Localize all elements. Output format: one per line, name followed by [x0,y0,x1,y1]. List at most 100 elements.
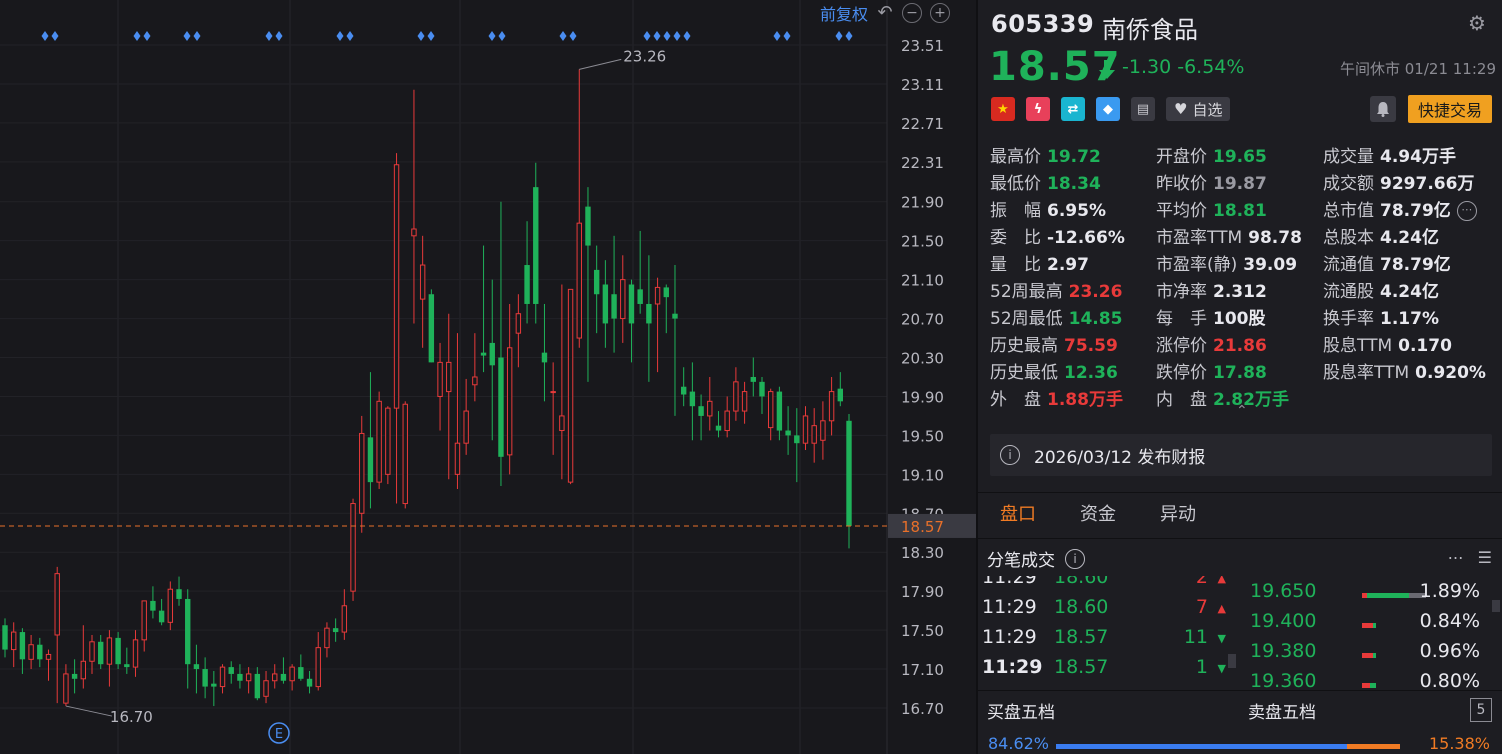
section-divider [978,538,1502,539]
adjust-mode-button[interactable]: 前复权 [820,5,869,24]
stat-label: 历史最低 [990,363,1058,383]
trade-volume: 11 [1183,626,1208,648]
down-triangle-icon: ▼ [1217,662,1226,675]
trade-time: 11:29 [982,576,1037,588]
zoom-out-icon[interactable]: − [902,3,923,23]
lightning-icon[interactable]: ϟ [1026,97,1050,121]
shuffle-icon[interactable]: ⇄ [1061,97,1085,121]
zoom-in-icon[interactable]: + [930,3,951,23]
candle-body [419,264,426,300]
distribution-scrollbar[interactable] [1492,600,1500,612]
candle-body [341,605,348,633]
stat-label: 流通股 [1323,282,1374,302]
candle-body [315,647,321,688]
candle-body [185,598,191,665]
stat-value: 19.87 [1213,174,1267,194]
tab-funds[interactable]: 资金 [1080,504,1116,525]
event-label: E [275,727,283,742]
list-icon[interactable]: ☰ [1477,548,1492,567]
stat-label: 市盈率(静) [1156,255,1238,275]
distribution-price: 19.400 [1250,610,1317,632]
candle-body [411,228,417,237]
event-icon [268,722,290,744]
candle-body [672,313,678,319]
candle-body [124,664,130,668]
candle-body [272,673,278,682]
trades-tools: ⋯ ☰ [1448,548,1492,567]
panel-divider[interactable] [976,0,978,754]
y-tick-label: 20.70 [901,311,944,329]
candle-body [428,294,435,363]
stat-value: 9297.66万 [1380,174,1475,194]
price-change: -1.30 -6.54% [1122,56,1244,78]
y-tick-label: 23.11 [901,76,944,94]
buy-ratio-bar [1056,744,1347,749]
candle-body [663,287,669,298]
collapse-caret-icon[interactable]: ⌃ [1236,403,1248,419]
candle-body [141,600,147,641]
sell-ratio-bar [1347,744,1400,749]
stat-item: 总市值 78.79亿 ⋯ [1323,196,1477,223]
stat-value: 17.88 [1213,363,1267,383]
earnings-notice[interactable]: i 2026/03/12 发布财报 [990,434,1492,476]
stat-value: 4.94万手 [1380,147,1456,167]
stat-item: 股息率TTM 0.920% [1323,358,1486,385]
price-distribution-list[interactable]: 19.650 1.89% 19.400 0.84% 19.380 0.96% 19.360 0… [1240,580,1502,688]
y-tick-label: 21.90 [901,194,944,212]
trades-scrollbar[interactable] [1228,654,1236,668]
down-arrow-icon [1099,60,1115,79]
stat-value: 6.95% [1047,201,1106,221]
quick-trade-button[interactable]: 快捷交易 [1408,95,1492,123]
market-status: 午间休市 01/21 11:29 [1340,60,1496,78]
trades-title: 分笔成交 [987,551,1055,571]
change-percent: -6.54% [1177,56,1245,78]
kline-chart[interactable]: 23.51 23.11 22.71 22.31 21.90 21.50 21.10 20.70… [0,0,976,754]
candle-body [350,503,356,592]
trade-time: 11:29 [982,656,1043,678]
kline-chart-area[interactable]: 23.51 23.11 22.71 22.31 21.90 21.50 21.10 20.70… [0,0,976,754]
candle-body [385,407,391,475]
candle-body [132,639,139,668]
level-toggle-button[interactable]: 5 [1470,698,1492,722]
stat-label: 股息率TTM [1323,363,1410,383]
tab-pankou[interactable]: 盘口 [1000,504,1036,525]
distribution-row: 19.360 0.80% [1240,670,1502,688]
distribution-row: 19.650 1.89% [1240,580,1502,610]
add-watchlist-button[interactable]: ♥ 自选 [1166,97,1231,121]
candle-body [237,673,243,681]
alert-bell-button[interactable] [1370,96,1396,122]
candle-body [150,600,156,611]
low-marker-line [65,705,113,717]
candle-body [515,313,522,334]
more-options-icon[interactable]: ⋯ [1447,548,1464,567]
distribution-price: 19.650 [1250,580,1317,602]
candle-body [402,403,408,505]
info-icon[interactable]: i [1065,548,1085,569]
tag-icon[interactable]: ◆ [1096,97,1120,121]
note-icon[interactable]: ▤ [1131,97,1155,121]
buy-five-label: 买盘五档 [987,703,1055,723]
gear-icon[interactable]: ⚙ [1468,11,1486,35]
info-icon: i [1000,445,1020,465]
y-tick-label: 23.51 [901,37,944,55]
diamond-marker-icon [498,31,506,41]
diamond-marker-icon [683,31,691,41]
high-marker-line [579,58,622,70]
china-flag-icon[interactable]: ★ [991,97,1015,121]
stat-item: 52周最高 23.26 [990,277,1122,304]
candle-body [211,683,217,687]
stat-item: 市盈率(静) 39.09 [1156,250,1297,277]
stat-item: 平均价 18.81 [1156,196,1267,223]
candle-body [393,164,400,409]
tab-movement[interactable]: 异动 [1160,504,1196,525]
candle-body [506,347,513,456]
more-dots-icon[interactable]: ⋯ [1456,201,1477,221]
stat-label: 流通值 [1323,255,1374,275]
candle-body [80,660,87,680]
undo-icon[interactable]: ↶ [877,2,893,23]
stat-label: 52周最高 [990,282,1063,302]
candle-body [828,391,835,422]
trade-volume: 1 [1195,656,1208,678]
tick-trades-list[interactable]: 11:29 18.60 2 ▲ 11:29 18.60 7 ▲ 11:29 18.57 11 ▼ 11:… [978,576,1228,686]
y-tick-label: 18.30 [901,544,944,562]
